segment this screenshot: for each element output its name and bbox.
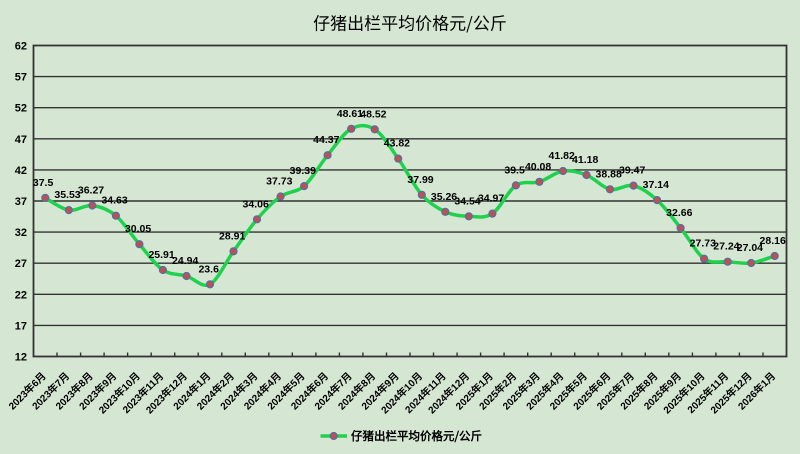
- svg-text:37.99: 37.99: [407, 172, 433, 187]
- svg-text:28.91: 28.91: [219, 228, 245, 243]
- svg-text:42: 42: [15, 162, 27, 178]
- svg-text:27.24: 27.24: [713, 239, 739, 254]
- svg-text:62: 62: [15, 38, 27, 54]
- svg-text:28.16: 28.16: [760, 233, 786, 248]
- svg-text:37: 37: [15, 193, 27, 209]
- svg-text:37.14: 37.14: [643, 177, 669, 192]
- svg-text:37.5: 37.5: [33, 175, 54, 190]
- svg-text:仔猪出栏平均价格元/公斤: 仔猪出栏平均价格元/公斤: [351, 428, 482, 444]
- svg-text:41.18: 41.18: [572, 152, 598, 167]
- svg-text:40.08: 40.08: [525, 159, 551, 174]
- svg-text:39.39: 39.39: [290, 163, 316, 178]
- svg-text:37.73: 37.73: [266, 174, 292, 189]
- svg-text:27.73: 27.73: [690, 236, 716, 251]
- svg-text:34.06: 34.06: [243, 196, 269, 211]
- svg-text:35.53: 35.53: [54, 187, 80, 202]
- svg-text:38.88: 38.88: [596, 166, 622, 181]
- svg-text:34.97: 34.97: [478, 191, 504, 206]
- svg-text:47: 47: [15, 131, 27, 147]
- svg-text:32: 32: [15, 224, 27, 240]
- svg-text:48.61: 48.61: [337, 106, 363, 121]
- svg-text:32.66: 32.66: [666, 205, 692, 220]
- svg-text:48.52: 48.52: [360, 106, 386, 121]
- svg-text:12: 12: [15, 349, 27, 365]
- svg-text:39.47: 39.47: [619, 163, 645, 178]
- svg-text:仔猪出栏平均价格元/公斤: 仔猪出栏平均价格元/公斤: [313, 10, 507, 35]
- svg-text:43.82: 43.82: [384, 136, 410, 151]
- svg-text:17: 17: [15, 317, 27, 333]
- svg-text:35.26: 35.26: [431, 189, 457, 204]
- svg-text:23.6: 23.6: [198, 261, 219, 276]
- svg-text:27: 27: [15, 255, 27, 271]
- svg-text:36.27: 36.27: [78, 183, 104, 198]
- svg-text:34.63: 34.63: [101, 193, 127, 208]
- svg-text:27.04: 27.04: [737, 240, 763, 255]
- svg-text:24.94: 24.94: [172, 253, 198, 268]
- svg-text:25.91: 25.91: [148, 247, 174, 262]
- svg-text:41.82: 41.82: [549, 148, 575, 163]
- svg-text:22: 22: [15, 286, 27, 302]
- svg-text:52: 52: [15, 100, 27, 116]
- svg-text:34.54: 34.54: [454, 193, 480, 208]
- svg-text:57: 57: [15, 69, 27, 85]
- svg-text:44.37: 44.37: [313, 132, 339, 147]
- svg-text:30.05: 30.05: [125, 221, 151, 236]
- svg-text:39.5: 39.5: [504, 162, 525, 177]
